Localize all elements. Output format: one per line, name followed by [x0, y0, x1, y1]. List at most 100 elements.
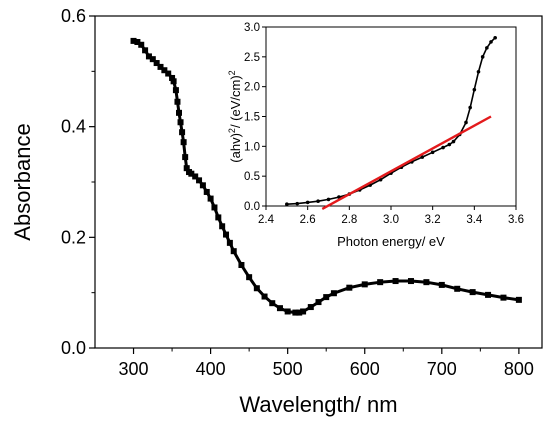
main-data-point [261, 293, 268, 300]
main-data-point [196, 177, 203, 184]
inset-data-point [285, 202, 289, 207]
main-data-point [323, 294, 330, 301]
inset-data-point [295, 201, 300, 206]
main-data-point [165, 70, 172, 77]
inset-data-point [316, 199, 320, 204]
main-x-axis-label: Wavelength/ nm [239, 392, 397, 417]
inset-x-axis-label: Photon energy/ eV [337, 234, 445, 249]
main-data-point [238, 262, 245, 268]
main-data-point [188, 170, 195, 177]
main-data-point [253, 285, 260, 292]
main-data-point [134, 39, 141, 46]
main-data-point [161, 67, 168, 74]
inset-y-tick-label: 0.5 [244, 171, 260, 183]
inset-data-point [493, 35, 497, 40]
inset-y-label-superscript: 2 [227, 128, 237, 133]
main-data-point [145, 53, 152, 60]
inset-x-tick-label: 3.0 [383, 214, 399, 226]
main-data-point [500, 294, 507, 301]
main-data-point [142, 47, 149, 54]
main-data-point [157, 63, 164, 70]
inset-y-axis-label: (ahv)2/ (eV/cm)2 [227, 70, 243, 162]
inset-data-point [489, 40, 493, 44]
main-data-point [211, 204, 218, 211]
main-data-point [377, 279, 384, 286]
main-data-point [392, 278, 399, 285]
main-data-point [246, 274, 253, 281]
main-data-point [307, 304, 314, 311]
main-data-point [153, 60, 160, 67]
main-data-point [330, 290, 337, 297]
inset-data-point [472, 87, 477, 92]
inset-data-point [430, 150, 435, 155]
inset-data-point [480, 55, 485, 59]
main-data-point [174, 98, 181, 105]
main-x-tick-label: 500 [273, 359, 303, 379]
main-data-point [172, 87, 179, 94]
inset-y-tick-label: 2.0 [244, 82, 260, 94]
main-data-point [199, 182, 206, 189]
inset-data-point [468, 105, 472, 110]
main-y-tick-label: 0.2 [61, 227, 86, 247]
main-data-point [182, 154, 189, 161]
main-data-point [292, 309, 299, 316]
main-data-point [183, 165, 190, 172]
main-data-point [192, 173, 199, 180]
main-data-point [296, 309, 303, 316]
main-data-point [269, 300, 276, 307]
main-data-point [149, 56, 156, 63]
main-data-point [219, 223, 226, 230]
main-y-tick-label: 0.4 [61, 117, 86, 137]
inset-x-tick-label: 2.8 [341, 214, 357, 226]
inset-data-point [441, 145, 445, 150]
inset-y-label-part: (ahv) [228, 133, 243, 163]
inset-data-point [451, 139, 456, 144]
main-data-point [515, 296, 522, 303]
inset-y-tick-label: 1.5 [244, 112, 260, 124]
main-data-point [469, 289, 476, 296]
inset-y-label-part: / (eV/cm) [228, 75, 243, 128]
main-data-point [438, 281, 445, 288]
inset-data-point [464, 120, 468, 125]
main-x-tick-label: 300 [119, 359, 149, 379]
inset-data-point [326, 197, 331, 202]
main-data-point [169, 74, 176, 81]
inset-x-tick-label: 3.6 [508, 214, 524, 226]
main-data-point [284, 308, 291, 315]
main-data-point [315, 299, 322, 306]
inset-x-tick-label: 3.2 [425, 214, 441, 226]
inset-plot-frame [265, 26, 517, 207]
main-data-point [207, 195, 214, 202]
inset-linear-fit-line [321, 115, 492, 211]
main-data-point [407, 278, 414, 285]
main-data-point [300, 308, 307, 315]
main-x-tick-label: 700 [427, 359, 457, 379]
main-data-point [454, 285, 461, 292]
main-x-tick-label: 600 [350, 359, 380, 379]
inset-y-tick-label: 1.0 [244, 141, 260, 153]
main-data-point [346, 284, 353, 291]
inset-y-tick-label: 3.0 [244, 22, 260, 34]
main-y-axis-label: Absorbance [10, 123, 35, 240]
inset-y-tick-label: 0.0 [244, 201, 260, 213]
inset-data-point [337, 195, 341, 199]
main-x-tick-label: 400 [196, 359, 226, 379]
main-data-point [215, 214, 222, 221]
main-y-tick-label: 0.0 [61, 338, 86, 358]
inset-data-point [305, 200, 310, 205]
main-data-point [423, 279, 430, 286]
main-absorbance-plot: 300 400 500 600 700 800 0.0 0.2 0.4 0.6 Wavelength… [10, 6, 543, 417]
inset-data-point [476, 69, 481, 74]
inset-data-point [447, 142, 452, 147]
inset-data-point [420, 155, 425, 159]
main-data-point [223, 231, 230, 238]
main-data-point [138, 41, 145, 48]
main-data-point [485, 291, 492, 298]
main-data-point [361, 281, 368, 288]
main-data-point [179, 129, 186, 136]
inset-x-tick-label: 2.4 [258, 214, 275, 226]
inset-x-tick-label: 3.4 [466, 214, 483, 226]
main-x-tick-label: 800 [504, 359, 534, 379]
main-data-point [130, 37, 137, 44]
